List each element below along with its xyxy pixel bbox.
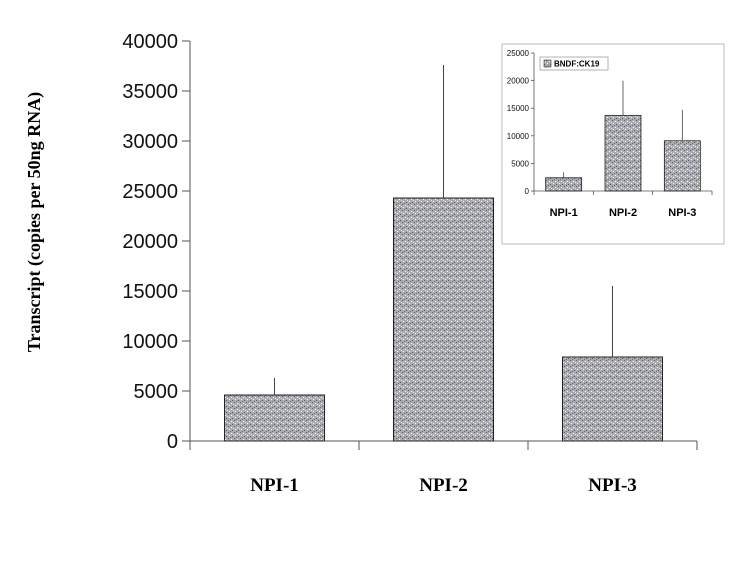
legend-box — [539, 56, 609, 71]
y-tick-label: 40000 — [122, 31, 178, 53]
bars — [224, 197, 663, 442]
bar-npi-1 — [224, 394, 325, 442]
inset-bar-npi-1 — [545, 177, 583, 192]
y-tick-label: 30000 — [122, 131, 178, 153]
inset-x-category-labels: NPI-1 NPI-2 NPI-3 — [550, 207, 697, 219]
inset-y-tick-labels: 0 5000 10000 15000 20000 25000 — [507, 49, 530, 196]
inset-y-tick-label: 5000 — [511, 159, 529, 168]
inset-y-tick-label: 0 — [525, 187, 530, 196]
inset-category-label-npi-2: NPI-2 — [609, 207, 637, 219]
inset-bar-npi-3 — [663, 140, 701, 192]
legend-swatch — [543, 59, 552, 68]
y-tick-label: 20000 — [122, 231, 178, 253]
inset-y-tick-label: 20000 — [507, 77, 530, 86]
legend-label: BNDF:CK19 — [554, 60, 600, 69]
inset-category-label-npi-3: NPI-3 — [668, 207, 696, 219]
bar-npi-3 — [562, 356, 663, 442]
y-tick-label: 5000 — [134, 381, 179, 403]
inset-y-tick-label: 10000 — [507, 132, 530, 141]
y-tick-labels: 0 5000 10000 15000 20000 25000 30000 35000 40000 — [122, 31, 178, 453]
y-tick-label: 15000 — [122, 281, 178, 303]
category-label-npi-1: NPI-1 — [250, 475, 299, 496]
x-category-labels: NPI-1 NPI-2 NPI-3 — [250, 475, 637, 496]
error-bars — [274, 65, 613, 395]
y-tick-label: 25000 — [122, 181, 178, 203]
inset-y-tick-label: 25000 — [507, 49, 530, 58]
inset-legend: BNDF:CK19 — [539, 56, 609, 71]
y-tick-label: 35000 — [122, 81, 178, 103]
bar-npi-2 — [393, 197, 494, 442]
category-label-npi-3: NPI-3 — [588, 475, 637, 496]
category-label-npi-2: NPI-2 — [419, 475, 468, 496]
inset-bars — [545, 114, 701, 192]
main-chart: Transcript (copies per 50ng RNA) 0 5000 10… — [24, 31, 698, 496]
inset-bar-npi-2 — [604, 114, 642, 192]
inset-category-label-npi-1: NPI-1 — [550, 207, 578, 219]
inset-y-tick-label: 15000 — [507, 104, 530, 113]
y-tick-label: 0 — [167, 431, 178, 453]
inset-error-bars — [563, 80, 683, 178]
y-tick-label: 10000 — [122, 331, 178, 353]
y-axis-label: Transcript (copies per 50ng RNA) — [24, 92, 45, 352]
